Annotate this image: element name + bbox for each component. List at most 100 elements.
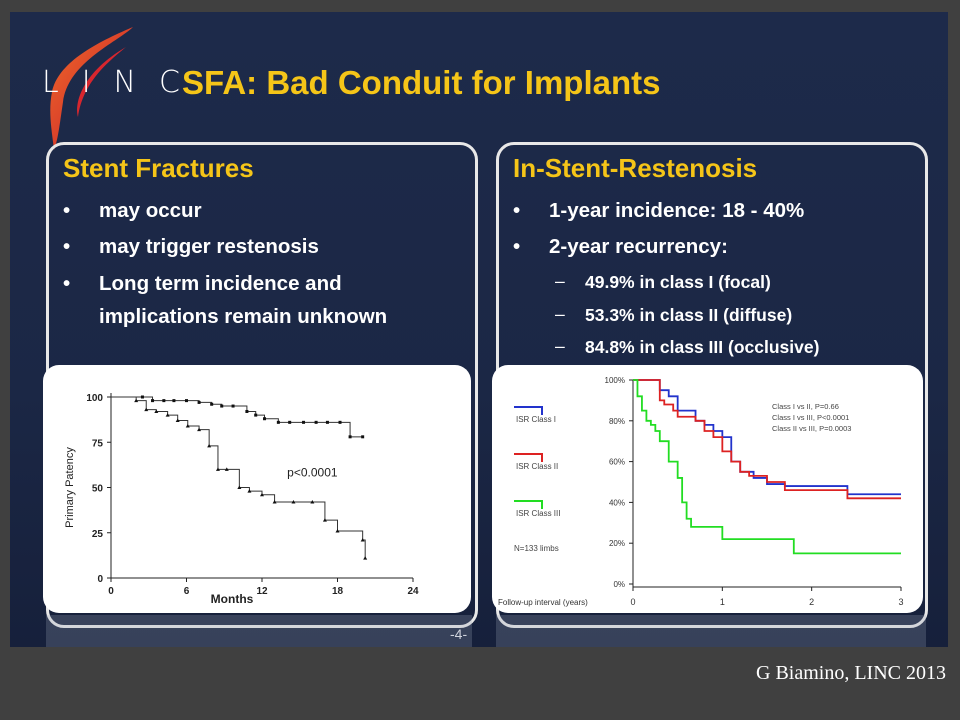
y-axis-label: Primary Patency xyxy=(64,447,76,528)
y-tick-label: 20% xyxy=(609,539,625,548)
data-point xyxy=(335,528,340,533)
data-point xyxy=(338,420,342,424)
y-tick-label: 100 xyxy=(86,393,103,404)
data-point xyxy=(140,395,144,399)
p-value-annotation: Class I vs II, P=0.66 xyxy=(772,402,839,411)
isr-recurrence-chart: 0% 20% 40% 60% 80% 100% 0 1 2 3 Follow-up interval… xyxy=(492,365,923,613)
bullet-item: • Long term incidence and xyxy=(63,272,342,295)
data-point xyxy=(154,409,159,413)
data-point xyxy=(162,399,166,403)
data-point xyxy=(302,420,306,424)
sub-bullet-item: –84.8% in class III (occlusive) xyxy=(555,336,820,357)
linc-logo-swoosh xyxy=(50,27,133,150)
data-point xyxy=(175,418,180,423)
legend-label: ISR Class II xyxy=(516,462,558,471)
legend-swatch xyxy=(514,500,543,509)
primary-patency-chart-svg: 0 25 50 75 100 0 6 12 18 24 Months Primary Patency p… xyxy=(64,393,419,606)
data-point xyxy=(254,413,258,417)
series-line xyxy=(633,379,901,555)
y-tick-label: 50 xyxy=(92,484,104,495)
data-point xyxy=(276,420,280,424)
series-line xyxy=(633,379,901,500)
p-value-annotation: p<0.0001 xyxy=(287,466,338,480)
data-point xyxy=(291,499,296,504)
data-point xyxy=(288,420,292,424)
x-tick-label: 12 xyxy=(256,586,268,597)
data-point xyxy=(210,402,214,406)
slide-title: SFA: Bad Conduit for Implants xyxy=(182,64,661,101)
y-tick-label: 0% xyxy=(613,580,625,589)
y-tick-label: 75 xyxy=(92,438,104,449)
x-tick-label: 6 xyxy=(184,586,190,597)
linc-logo-text: LINC xyxy=(42,65,203,100)
data-point xyxy=(272,499,277,504)
data-point xyxy=(220,404,224,408)
data-point xyxy=(151,399,155,403)
series-line xyxy=(111,396,363,438)
data-point xyxy=(245,409,249,413)
data-point xyxy=(185,399,188,403)
data-point xyxy=(207,443,212,448)
y-tick-label: 100% xyxy=(605,376,625,385)
data-point xyxy=(197,400,201,404)
legend-swatch xyxy=(514,453,543,462)
sub-bullet-item: –53.3% in class II (diffuse) xyxy=(555,304,793,325)
legend-swatch xyxy=(514,406,543,415)
p-value-annotation: Class I vs III, P<0.0001 xyxy=(772,413,849,422)
bullet-item: • 1-year incidence: 18 - 40% xyxy=(513,199,805,222)
data-point xyxy=(185,423,190,428)
x-tick-label: 1 xyxy=(720,597,725,607)
data-point xyxy=(325,420,329,424)
stent-fractures-panel: Stent Fractures • may occur • may trigger … xyxy=(46,142,478,628)
data-point xyxy=(363,556,368,560)
x-tick-label: 0 xyxy=(630,597,635,607)
x-tick-label: 24 xyxy=(407,586,419,597)
panel-heading: Stent Fractures xyxy=(63,153,254,183)
credit-line: G Biamino, LINC 2013 xyxy=(756,662,946,684)
data-point xyxy=(237,485,242,489)
sample-size-note: N=133 limbs xyxy=(514,544,559,553)
x-tick-label: 3 xyxy=(898,597,903,607)
data-point xyxy=(263,417,267,421)
legend-label: ISR Class III xyxy=(516,509,560,518)
data-point xyxy=(144,407,149,412)
page-number: -4- xyxy=(450,626,468,642)
y-tick-label: 40% xyxy=(609,498,625,507)
y-tick-label: 60% xyxy=(609,458,625,467)
data-point xyxy=(348,435,352,439)
data-point xyxy=(361,435,365,439)
sub-bullet-item: –49.9% in class I (focal) xyxy=(555,271,771,292)
x-tick-label: 18 xyxy=(332,586,344,597)
y-tick-label: 80% xyxy=(609,417,625,426)
series-line xyxy=(111,396,366,559)
isr-recurrence-chart-svg: 0% 20% 40% 60% 80% 100% 0 1 2 3 Follow-up interval… xyxy=(498,376,904,607)
data-point xyxy=(247,489,252,493)
data-point xyxy=(260,492,264,497)
data-point xyxy=(310,499,315,504)
y-tick-label: 0 xyxy=(97,574,103,585)
data-point xyxy=(231,404,235,408)
data-point xyxy=(172,399,176,403)
bullet-item: • 2-year recurrency: xyxy=(513,235,728,258)
p-value-annotation: Class II vs III, P=0.0003 xyxy=(772,424,851,433)
bullet-item: • may occur xyxy=(63,199,202,222)
data-point xyxy=(322,518,327,522)
bullet-item-continuation: implications remain unknown xyxy=(99,305,388,328)
data-point xyxy=(224,467,229,471)
slide-reflection xyxy=(46,615,926,647)
data-point xyxy=(197,427,202,432)
data-point xyxy=(134,398,139,403)
panel-heading: In-Stent-Restenosis xyxy=(513,153,758,183)
x-tick-label: 0 xyxy=(108,586,114,597)
y-tick-label: 25 xyxy=(92,529,104,540)
data-point xyxy=(215,467,220,471)
x-tick-label: 2 xyxy=(809,597,814,607)
legend-label: ISR Class I xyxy=(516,415,556,424)
slide: LINC SFA: Bad Conduit for Implants Stent… xyxy=(10,12,948,647)
data-point xyxy=(314,420,318,424)
data-point xyxy=(165,413,170,417)
primary-patency-chart: 0 25 50 75 100 0 6 12 18 24 Months Primary Patency p… xyxy=(43,365,471,613)
x-axis-label: Follow-up interval (years) xyxy=(498,598,588,607)
data-point xyxy=(360,537,365,542)
bullet-item: • may trigger restenosis xyxy=(63,235,319,258)
